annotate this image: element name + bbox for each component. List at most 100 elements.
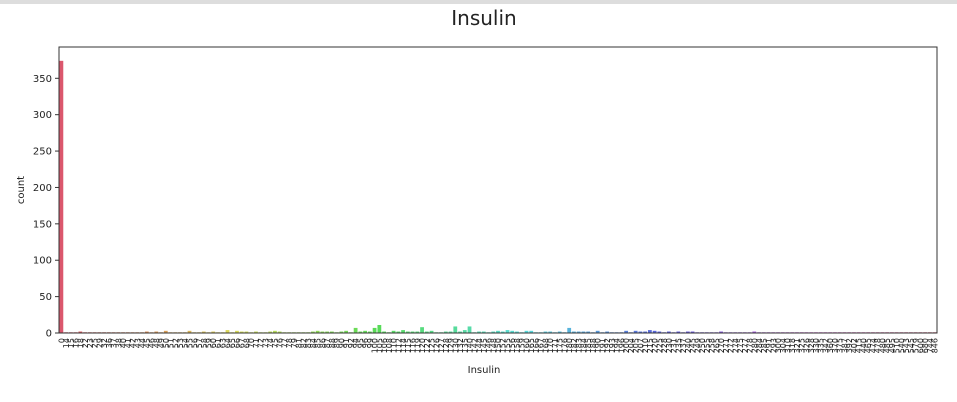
x-tick-label: 48 <box>152 338 161 348</box>
x-tick-label: 140 <box>466 338 475 353</box>
x-tick-label: 220 <box>651 338 660 353</box>
x-tick-label: 56 <box>190 338 199 348</box>
y-tick-label: 0 <box>46 329 52 340</box>
x-tick-label: 744 <box>926 338 935 353</box>
x-tick-label: 63 <box>219 338 228 348</box>
x-tick-label: 46 <box>148 338 157 348</box>
x-tick-label: 14 <box>62 338 71 348</box>
x-tick-label: 65 <box>228 338 237 348</box>
x-tick-label: 240 <box>684 338 693 353</box>
x-tick-label: 210 <box>641 338 650 353</box>
x-tick-label: 271 <box>722 338 731 353</box>
x-tick-label: 245 <box>689 338 698 353</box>
x-tick-label: 335 <box>817 338 826 353</box>
x-tick-label: 61 <box>214 338 223 348</box>
x-tick-label: 495 <box>888 338 897 353</box>
x-tick-label: 128 <box>442 338 451 353</box>
x-tick-label: 166 <box>532 338 541 353</box>
bar <box>685 331 690 333</box>
x-tick-label: 300 <box>774 338 783 353</box>
x-tick-label: 40 <box>119 338 128 348</box>
y-tick-label: 200 <box>33 183 52 194</box>
x-tick-label: 175 <box>556 338 565 353</box>
x-tick-label: 106 <box>380 338 389 353</box>
bar <box>586 331 591 333</box>
x-tick-label: 89 <box>333 338 342 348</box>
x-tick-label: 42 <box>129 338 138 348</box>
x-tick-label: 57 <box>195 338 204 348</box>
x-tick-label: 237 <box>679 338 688 353</box>
x-tick-label: 182 <box>570 338 579 353</box>
x-tick-label: 78 <box>285 338 294 348</box>
x-tick-label: 545 <box>907 338 916 353</box>
x-tick-label: 326 <box>802 338 811 353</box>
bar <box>391 330 396 333</box>
x-tick-label: 146 <box>485 338 494 353</box>
x-tick-label: 274 <box>731 338 740 353</box>
bar <box>277 331 282 333</box>
y-tick-label: 100 <box>33 256 52 267</box>
x-tick-label: 204 <box>627 338 636 353</box>
x-tick-label: 43 <box>133 338 142 348</box>
x-tick-label: 58 <box>200 338 209 348</box>
bar <box>273 330 277 333</box>
x-tick-label: 82 <box>299 338 308 348</box>
x-tick-label: 150 <box>494 338 503 353</box>
bar <box>358 331 363 333</box>
x-tick-label: 36 <box>105 338 114 348</box>
x-tick-label: 52 <box>171 338 180 348</box>
bar <box>144 331 149 333</box>
bar <box>405 331 410 333</box>
x-tick-label: 325 <box>798 338 807 353</box>
x-tick-label: 32 <box>100 338 109 348</box>
x-tick-label: 184 <box>579 338 588 353</box>
x-tick-label: 75 <box>271 338 280 348</box>
x-tick-label: 183 <box>575 338 584 353</box>
bar <box>420 327 424 333</box>
bar <box>510 330 515 333</box>
bar <box>201 331 206 333</box>
bar <box>415 331 420 333</box>
bar <box>676 331 681 333</box>
bar <box>515 331 519 333</box>
x-tick-label: 321 <box>793 338 802 353</box>
bar <box>647 330 652 333</box>
x-tick-label: 60 <box>209 338 218 348</box>
x-tick-label: 170 <box>546 338 555 353</box>
bar <box>329 331 334 333</box>
x-tick-label: 180 <box>565 338 574 353</box>
plot-frame <box>58 46 938 334</box>
x-tick-label: 152 <box>499 338 508 353</box>
bar <box>529 330 534 333</box>
x-tick-label: 291 <box>765 338 774 353</box>
bar <box>752 331 757 333</box>
x-tick-label: 49 <box>157 338 166 348</box>
bar <box>363 330 368 333</box>
bar <box>163 330 168 333</box>
bar <box>458 331 462 333</box>
bar <box>239 331 244 333</box>
bar <box>244 331 249 333</box>
y-tick-label: 150 <box>33 219 52 230</box>
y-tick-label: 250 <box>33 147 52 158</box>
x-tick-label: 120 <box>418 338 427 353</box>
x-tick-label: 192 <box>603 338 612 353</box>
x-tick-label: 54 <box>181 338 190 348</box>
x-tick-label: 29 <box>95 338 104 348</box>
y-tick-label: 50 <box>39 292 52 303</box>
bar <box>377 324 382 333</box>
bar <box>315 330 320 333</box>
x-tick-label: 50 <box>162 338 171 348</box>
x-tick-label: 480 <box>878 338 887 353</box>
x-tick-label: 125 <box>428 338 437 353</box>
bar <box>524 330 529 333</box>
x-tick-label: 132 <box>456 338 465 353</box>
x-tick-label: 41 <box>124 338 133 348</box>
y-axis-label: count <box>16 176 27 204</box>
x-tick-label: 79 <box>290 338 299 348</box>
x-tick-label: 70 <box>247 338 256 348</box>
x-tick-label: 402 <box>850 338 859 353</box>
bar <box>557 331 562 333</box>
x-tick-label: 115 <box>404 338 413 353</box>
bar <box>429 330 434 333</box>
